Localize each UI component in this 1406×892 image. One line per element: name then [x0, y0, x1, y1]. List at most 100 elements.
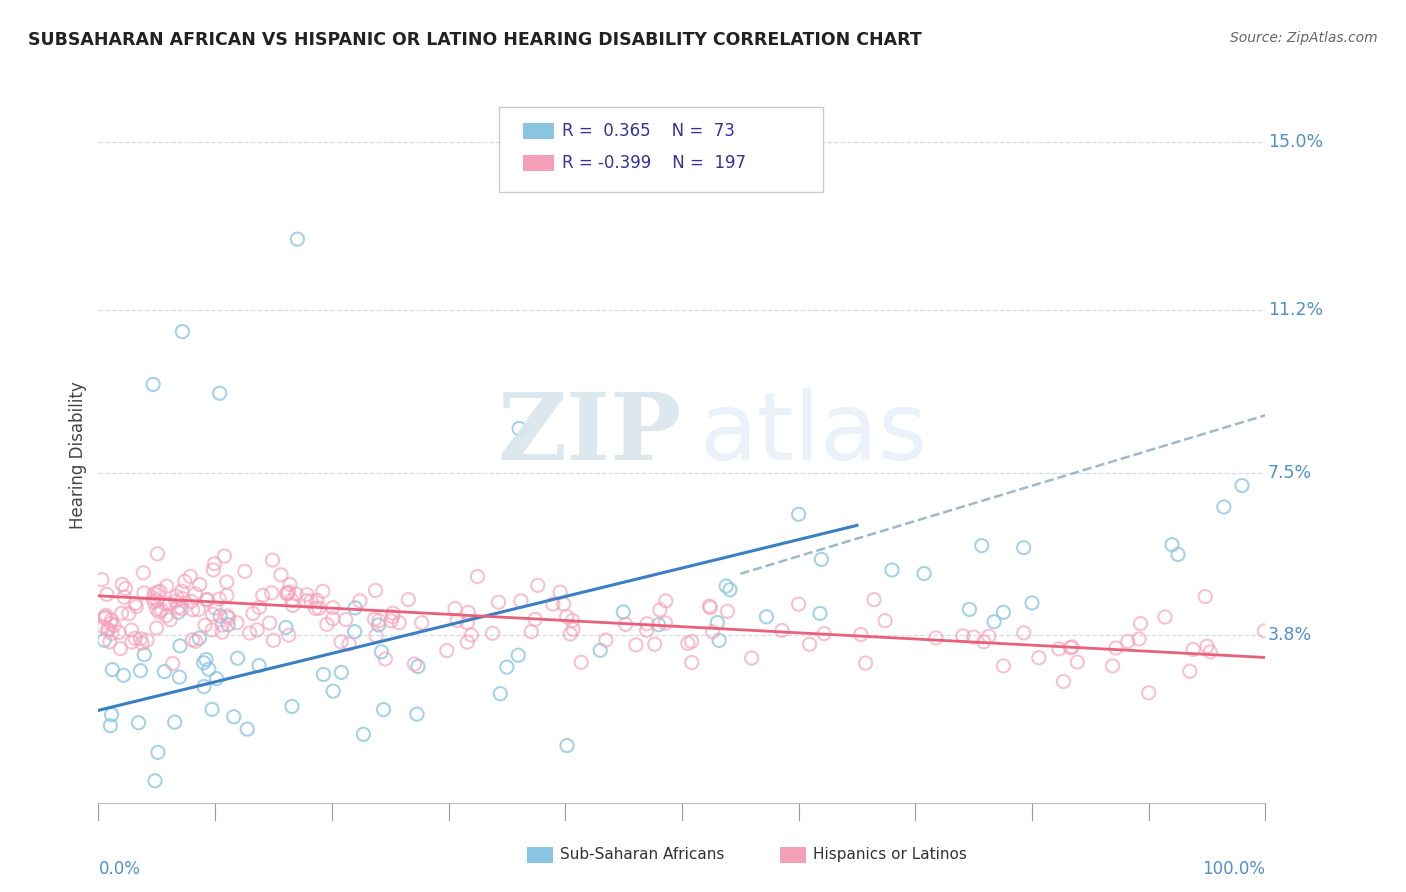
Point — [169, 639, 191, 653]
Point — [98, 719, 121, 733]
Point — [810, 552, 832, 566]
Point — [128, 715, 150, 730]
Text: 100.0%: 100.0% — [1202, 860, 1265, 878]
Point — [277, 628, 299, 642]
Point — [322, 600, 344, 615]
Point — [382, 606, 405, 620]
Point — [741, 651, 763, 665]
Point — [1129, 616, 1152, 631]
Point — [808, 607, 831, 621]
Point — [481, 626, 503, 640]
Point — [957, 602, 980, 616]
Point — [368, 614, 391, 628]
Y-axis label: Hearing Disability: Hearing Disability — [69, 381, 87, 529]
Point — [681, 634, 703, 648]
Point — [380, 614, 402, 628]
Point — [1128, 632, 1150, 646]
Point — [1012, 541, 1035, 555]
Point — [1101, 659, 1123, 673]
Point — [277, 585, 299, 599]
Point — [101, 626, 124, 640]
Point — [195, 592, 218, 607]
Point — [315, 617, 337, 632]
Point — [363, 612, 385, 626]
Point — [172, 325, 194, 339]
Point — [787, 597, 810, 611]
Point — [595, 633, 617, 648]
Point — [548, 585, 571, 599]
Point — [285, 587, 308, 601]
Point — [436, 643, 458, 657]
Point — [308, 601, 330, 615]
Point — [143, 595, 166, 609]
Point — [188, 577, 211, 591]
Point — [225, 615, 247, 630]
Text: SUBSAHARAN AFRICAN VS HISPANIC OR LATINO HEARING DISABILITY CORRELATION CHART: SUBSAHARAN AFRICAN VS HISPANIC OR LATINO… — [28, 31, 922, 49]
Point — [180, 594, 202, 608]
Point — [204, 601, 226, 615]
Point — [863, 592, 886, 607]
Point — [1212, 500, 1234, 514]
Point — [636, 624, 658, 638]
Point — [977, 629, 1000, 643]
Point — [495, 660, 517, 674]
Point — [647, 617, 669, 632]
Point — [198, 662, 221, 676]
Point — [1137, 686, 1160, 700]
Point — [707, 633, 730, 648]
Point — [281, 599, 304, 613]
Point — [1059, 640, 1081, 655]
Point — [246, 623, 269, 637]
Point — [218, 611, 240, 625]
Point — [524, 612, 547, 626]
Point — [460, 628, 482, 642]
Point — [259, 615, 281, 630]
Point — [149, 584, 172, 599]
Point — [612, 605, 634, 619]
Point — [193, 680, 215, 694]
Point — [121, 623, 143, 637]
Point — [97, 623, 120, 637]
Point — [167, 600, 190, 615]
Point — [167, 605, 190, 619]
Point — [702, 624, 724, 639]
Point — [352, 727, 374, 741]
Point — [94, 608, 117, 623]
Point — [1012, 626, 1035, 640]
Point — [1105, 641, 1128, 656]
Point — [624, 638, 647, 652]
Point — [153, 665, 176, 679]
Point — [1062, 640, 1084, 654]
Point — [364, 628, 387, 642]
Point — [589, 643, 612, 657]
Point — [142, 377, 165, 392]
Point — [111, 577, 134, 591]
Point — [100, 707, 122, 722]
Text: R = -0.399    N =  197: R = -0.399 N = 197 — [562, 154, 747, 172]
Point — [211, 625, 233, 640]
Point — [242, 607, 264, 621]
Point — [98, 634, 121, 648]
Point — [277, 586, 299, 600]
Point — [202, 563, 225, 577]
Point — [281, 699, 304, 714]
Point — [676, 636, 699, 650]
Point — [1021, 596, 1043, 610]
Point — [312, 667, 335, 681]
Point — [129, 632, 152, 646]
Point — [90, 573, 112, 587]
Point — [217, 617, 239, 632]
Point — [714, 579, 737, 593]
Point — [344, 600, 367, 615]
Point — [644, 637, 666, 651]
Point — [406, 659, 429, 673]
Point — [111, 607, 134, 621]
Point — [1194, 590, 1216, 604]
Point — [136, 633, 159, 648]
Point — [173, 574, 195, 589]
Point — [270, 567, 292, 582]
Point — [233, 564, 256, 578]
Point — [163, 715, 186, 730]
Point — [1178, 664, 1201, 678]
Point — [457, 606, 479, 620]
